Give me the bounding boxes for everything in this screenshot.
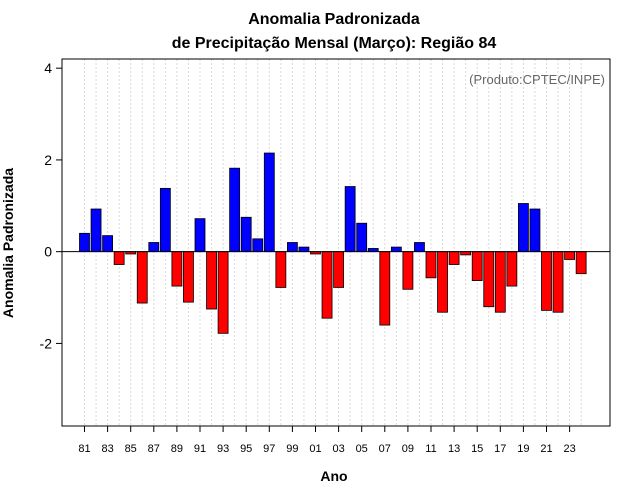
bar-11 xyxy=(425,251,437,279)
bar-19 xyxy=(518,203,529,253)
bars xyxy=(79,152,587,334)
ytick-label-0: -2 xyxy=(40,335,53,351)
bar-12 xyxy=(437,251,448,313)
xtick-label-21: 21 xyxy=(540,443,552,455)
ytick-label-2: 2 xyxy=(44,152,52,168)
bar-90 xyxy=(183,251,194,303)
bar-91 xyxy=(194,218,206,253)
xtick-label-09: 09 xyxy=(402,443,414,455)
bar-84 xyxy=(113,251,125,265)
xtick-label-93: 93 xyxy=(217,443,229,455)
bar-81 xyxy=(79,232,90,253)
bar-23 xyxy=(564,251,575,260)
bar-02 xyxy=(321,251,333,319)
xtick-label-11: 11 xyxy=(425,443,436,455)
bar-96 xyxy=(252,238,264,253)
bar-16 xyxy=(483,251,495,308)
bar-13 xyxy=(448,251,460,265)
bar-92 xyxy=(206,251,217,310)
bar-87 xyxy=(148,242,160,253)
bar-86 xyxy=(136,251,148,304)
chart-credit: (Produto:CPTEC/INPE) xyxy=(469,72,605,87)
bar-94 xyxy=(229,167,241,253)
bar-22 xyxy=(552,251,564,313)
bar-09 xyxy=(402,251,414,290)
xtick-label-89: 89 xyxy=(171,443,183,455)
x-axis: 81 83 85 87 89 91 93 95 97 99 01 03 05 07 09 11 13 15 17 19… xyxy=(78,426,576,455)
bar-20 xyxy=(529,208,541,253)
y-axis: -2 0 2 4 xyxy=(40,60,62,351)
y-axis-label: Anomalia Padronizada xyxy=(0,168,16,318)
chart-subtitle: de Precipitação Mensal (Março): Região 8… xyxy=(172,35,497,52)
bar-18 xyxy=(506,251,518,287)
bar-10 xyxy=(414,242,425,253)
xtick-label-23: 23 xyxy=(563,443,575,455)
xtick-label-97: 97 xyxy=(263,443,275,455)
bar-17 xyxy=(494,251,506,313)
xtick-label-87: 87 xyxy=(148,443,160,455)
xtick-label-01: 01 xyxy=(309,443,321,455)
bar-05 xyxy=(356,222,368,253)
bar-15 xyxy=(471,251,483,281)
ytick-label-1: 0 xyxy=(44,244,52,260)
xtick-label-83: 83 xyxy=(101,443,113,455)
bar-24 xyxy=(575,251,587,275)
xtick-label-07: 07 xyxy=(379,443,391,455)
plot-frame xyxy=(61,58,611,427)
bar-95 xyxy=(240,216,252,253)
bar-97 xyxy=(263,152,275,253)
bar-00 xyxy=(298,246,310,253)
chart-title: Anomalia Padronizada xyxy=(248,11,420,28)
xtick-label-17: 17 xyxy=(494,443,506,455)
xtick-label-91: 91 xyxy=(194,443,206,455)
xtick-label-95: 95 xyxy=(240,443,252,455)
xtick-label-99: 99 xyxy=(286,443,298,455)
xtick-label-85: 85 xyxy=(125,443,137,455)
bar-21 xyxy=(541,251,552,311)
x-axis-label: Ano xyxy=(320,468,347,484)
xtick-label-03: 03 xyxy=(332,443,344,455)
bar-07 xyxy=(379,251,391,326)
bar-88 xyxy=(159,187,171,253)
bar-04 xyxy=(344,186,356,253)
bar-89 xyxy=(171,251,183,287)
bar-98 xyxy=(275,251,287,288)
xtick-label-15: 15 xyxy=(471,443,483,455)
gridlines xyxy=(84,59,582,426)
bar-82 xyxy=(90,208,102,253)
xtick-label-05: 05 xyxy=(356,443,368,455)
xtick-label-13: 13 xyxy=(448,443,460,455)
xtick-label-81: 81 xyxy=(78,443,90,455)
bar-93 xyxy=(217,251,229,334)
xtick-label-19: 19 xyxy=(517,443,529,455)
bar-08 xyxy=(390,246,402,253)
ytick-label-3: 4 xyxy=(44,60,52,76)
bar-03 xyxy=(333,251,345,288)
bar-83 xyxy=(102,235,113,253)
bar-99 xyxy=(286,242,298,253)
